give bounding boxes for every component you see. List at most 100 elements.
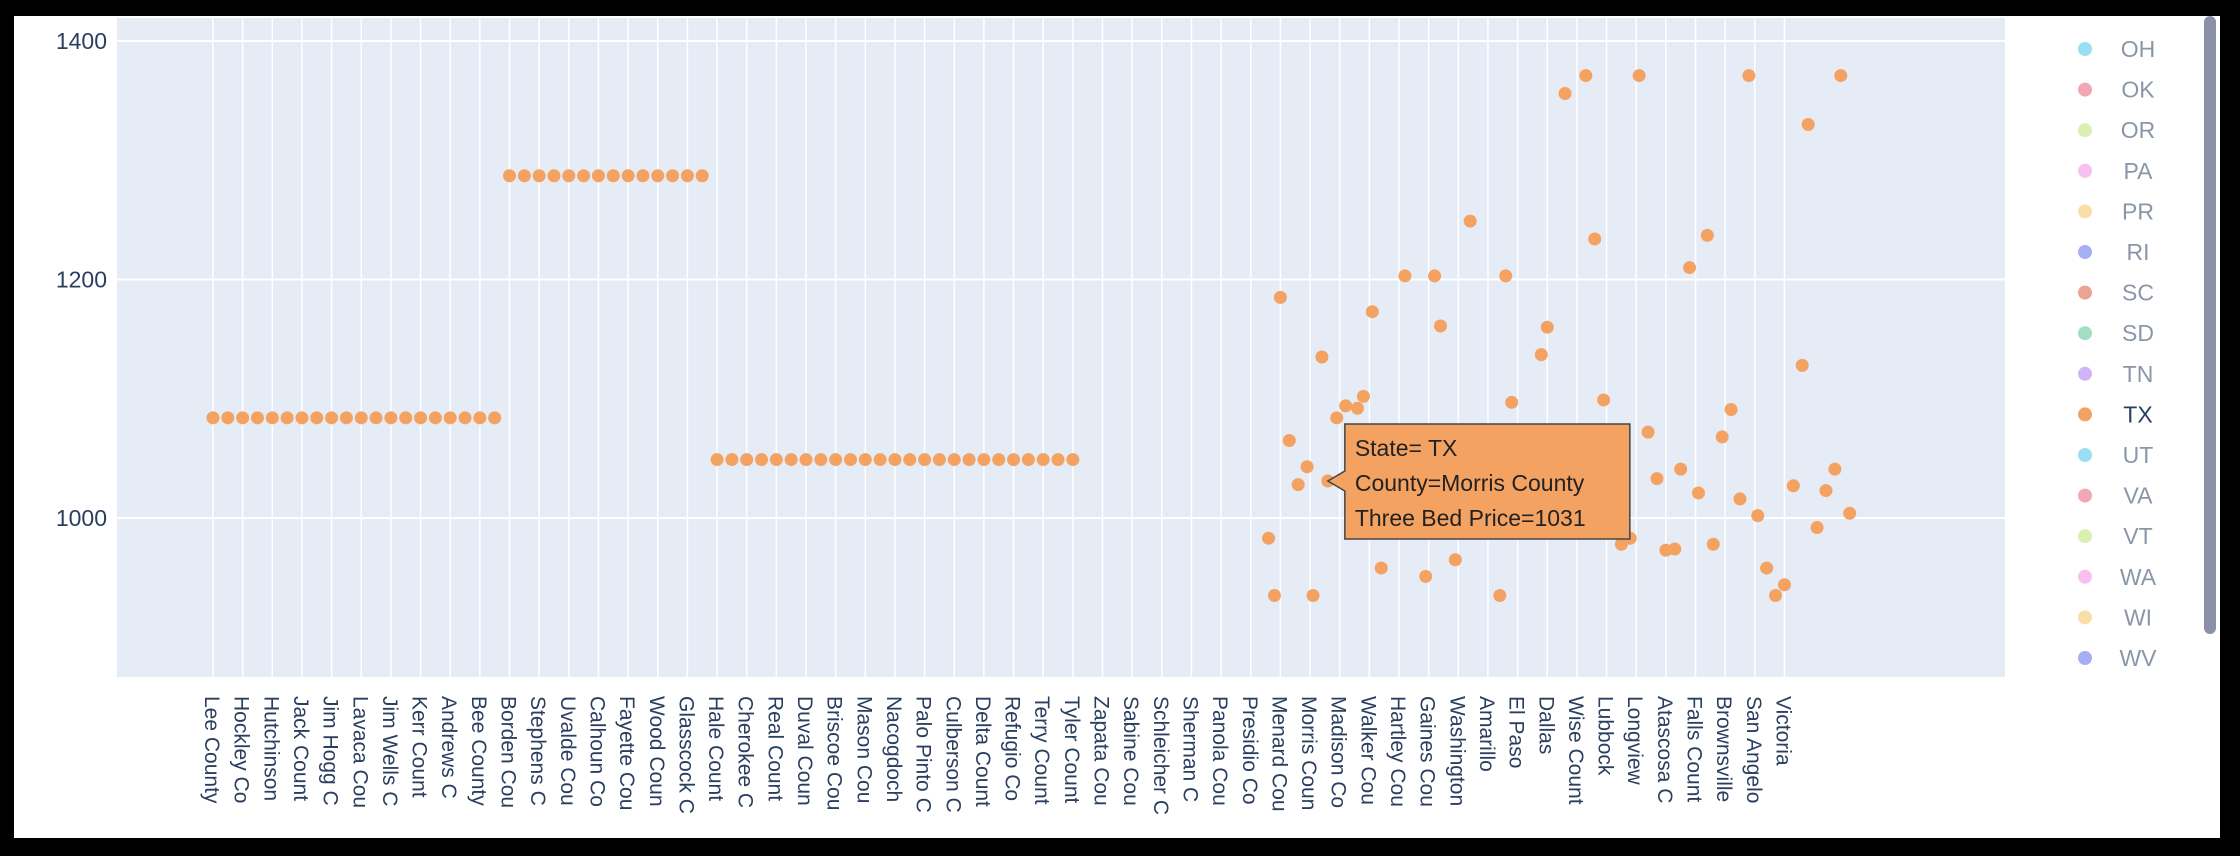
data-point[interactable] bbox=[1448, 553, 1462, 567]
data-point[interactable] bbox=[1597, 393, 1611, 407]
data-point[interactable] bbox=[784, 453, 798, 467]
data-point[interactable] bbox=[280, 411, 294, 425]
data-point[interactable] bbox=[577, 169, 591, 183]
legend-item-sd[interactable]: SD bbox=[2078, 320, 2154, 346]
data-point[interactable] bbox=[1339, 399, 1353, 413]
tx-series[interactable] bbox=[206, 69, 1857, 603]
data-point[interactable] bbox=[1700, 228, 1714, 242]
data-point[interactable] bbox=[1306, 589, 1320, 603]
data-point[interactable] bbox=[547, 169, 561, 183]
data-point[interactable] bbox=[1282, 433, 1296, 447]
data-point[interactable] bbox=[1801, 117, 1815, 131]
data-point[interactable] bbox=[1683, 261, 1697, 275]
data-point[interactable] bbox=[1742, 69, 1756, 83]
legend-item-ri[interactable]: RI bbox=[2078, 239, 2150, 265]
data-point[interactable] bbox=[1021, 453, 1035, 467]
data-point[interactable] bbox=[903, 453, 917, 467]
data-point[interactable] bbox=[1315, 350, 1329, 364]
data-point[interactable] bbox=[858, 453, 872, 467]
data-point[interactable] bbox=[1810, 521, 1824, 535]
data-point[interactable] bbox=[740, 453, 754, 467]
legend-item-vt[interactable]: VT bbox=[2078, 523, 2153, 549]
data-point[interactable] bbox=[888, 453, 902, 467]
data-point[interactable] bbox=[1365, 305, 1379, 319]
data-point[interactable] bbox=[369, 411, 383, 425]
data-point[interactable] bbox=[1632, 69, 1646, 83]
data-point[interactable] bbox=[829, 453, 843, 467]
legend-item-tx[interactable]: TX bbox=[2078, 401, 2153, 427]
data-point[interactable] bbox=[680, 169, 694, 183]
data-point[interactable] bbox=[1733, 492, 1747, 506]
data-point[interactable] bbox=[488, 411, 502, 425]
data-point[interactable] bbox=[1493, 589, 1507, 603]
data-point[interactable] bbox=[1262, 531, 1276, 545]
data-point[interactable] bbox=[1428, 269, 1442, 283]
data-point[interactable] bbox=[1588, 232, 1602, 246]
data-point[interactable] bbox=[1558, 86, 1572, 100]
legend-item-wi[interactable]: WI bbox=[2078, 604, 2152, 630]
data-point[interactable] bbox=[1007, 453, 1021, 467]
data-point[interactable] bbox=[1834, 69, 1848, 83]
data-point[interactable] bbox=[725, 453, 739, 467]
data-point[interactable] bbox=[1691, 486, 1705, 500]
legend-item-wv[interactable]: WV bbox=[2078, 645, 2157, 671]
legend-item-sc[interactable]: SC bbox=[2078, 280, 2154, 306]
legend-item-ut[interactable]: UT bbox=[2078, 442, 2153, 468]
legend-item-va[interactable]: VA bbox=[2078, 483, 2153, 509]
data-point[interactable] bbox=[1795, 358, 1809, 372]
data-point[interactable] bbox=[591, 169, 605, 183]
data-point[interactable] bbox=[769, 453, 783, 467]
legend-item-wa[interactable]: WA bbox=[2078, 564, 2157, 590]
data-point[interactable] bbox=[250, 411, 264, 425]
data-point[interactable] bbox=[1540, 320, 1554, 334]
data-point[interactable] bbox=[458, 411, 472, 425]
data-point[interactable] bbox=[932, 453, 946, 467]
data-point[interactable] bbox=[873, 453, 887, 467]
data-point[interactable] bbox=[606, 169, 620, 183]
data-point[interactable] bbox=[1769, 589, 1783, 603]
data-point[interactable] bbox=[1398, 269, 1412, 283]
data-point[interactable] bbox=[651, 169, 665, 183]
data-point[interactable] bbox=[503, 169, 516, 183]
legend-scrollbar[interactable] bbox=[2204, 16, 2216, 634]
data-point[interactable] bbox=[1291, 478, 1305, 492]
data-point[interactable] bbox=[814, 453, 828, 467]
data-point[interactable] bbox=[1534, 348, 1548, 362]
data-point[interactable] bbox=[1828, 462, 1842, 476]
data-point[interactable] bbox=[947, 453, 961, 467]
data-point[interactable] bbox=[517, 169, 531, 183]
data-point[interactable] bbox=[992, 453, 1006, 467]
data-point[interactable] bbox=[1819, 484, 1833, 498]
data-point[interactable] bbox=[1066, 453, 1080, 467]
data-point[interactable] bbox=[636, 169, 650, 183]
data-point[interactable] bbox=[428, 411, 442, 425]
data-point[interactable] bbox=[1330, 411, 1344, 425]
data-point[interactable] bbox=[1777, 578, 1791, 592]
data-point[interactable] bbox=[339, 411, 353, 425]
data-point[interactable] bbox=[1674, 462, 1688, 476]
data-point[interactable] bbox=[1434, 319, 1448, 333]
legend-item-pa[interactable]: PA bbox=[2078, 158, 2153, 184]
data-point[interactable] bbox=[843, 453, 857, 467]
data-point[interactable] bbox=[1267, 589, 1281, 603]
data-point[interactable] bbox=[755, 453, 769, 467]
data-point[interactable] bbox=[399, 411, 413, 425]
data-point[interactable] bbox=[206, 411, 220, 425]
data-point[interactable] bbox=[1051, 453, 1065, 467]
data-point[interactable] bbox=[1715, 430, 1729, 444]
data-point[interactable] bbox=[221, 411, 235, 425]
data-point[interactable] bbox=[1356, 389, 1370, 403]
data-point[interactable] bbox=[1706, 537, 1720, 551]
data-point[interactable] bbox=[695, 169, 709, 183]
data-point[interactable] bbox=[1505, 395, 1519, 409]
data-point[interactable] bbox=[1300, 460, 1314, 474]
data-point[interactable] bbox=[295, 411, 309, 425]
data-point[interactable] bbox=[977, 453, 991, 467]
legend-item-oh[interactable]: OH bbox=[2078, 36, 2155, 62]
legend[interactable]: OH OK OR PA PR RI SC SD TN TX UT VA VT WA WI WV bbox=[2078, 36, 2157, 671]
data-point[interactable] bbox=[562, 169, 576, 183]
data-point[interactable] bbox=[473, 411, 487, 425]
data-point[interactable] bbox=[1786, 479, 1800, 493]
data-point[interactable] bbox=[1579, 69, 1593, 83]
data-point[interactable] bbox=[962, 453, 976, 467]
